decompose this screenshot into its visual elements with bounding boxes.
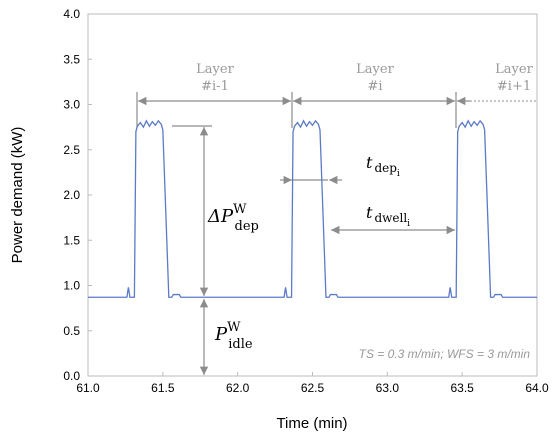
y-axis-label: Power demand (kW)	[9, 127, 26, 264]
y-tick-label: 3.0	[63, 98, 80, 112]
x-tick-label: 61.5	[151, 381, 175, 395]
symbol: t	[366, 153, 373, 172]
layer-label: #i	[367, 79, 382, 94]
symbol: P	[214, 324, 228, 345]
subsubscript: i	[407, 219, 410, 229]
subsubscript: i	[397, 169, 400, 179]
t-dep-label: t depi	[366, 153, 400, 179]
layer-label: Layer	[495, 62, 533, 77]
x-tick-label: 62.0	[226, 381, 250, 395]
x-tick-label: 61.0	[76, 381, 100, 395]
y-tick-label: 0.5	[63, 324, 80, 338]
subscript: dep	[235, 219, 259, 234]
p-idle-label: PW idle	[214, 320, 253, 352]
x-axis-label: Time (min)	[276, 415, 347, 432]
note: TS = 0.3 m/min; WFS = 3 m/min	[359, 347, 531, 361]
symbol: ΔP	[207, 206, 234, 227]
layer-label: #i+1	[497, 79, 531, 94]
layer-label: #i-1	[201, 79, 229, 94]
annotations	[136, 92, 537, 375]
t-dwell-label: t dwelli	[366, 203, 410, 229]
subscript: dwell	[374, 211, 407, 225]
y-tick-label: 1.0	[63, 279, 80, 293]
power-line	[88, 119, 537, 298]
superscript: W	[233, 202, 247, 217]
y-tick-label: 0.0	[63, 369, 80, 383]
y-tick-label: 1.5	[63, 233, 80, 247]
x-tick-label: 64.0	[525, 381, 549, 395]
y-tick-label: 4.0	[63, 7, 80, 21]
x-tick-label: 62.5	[301, 381, 325, 395]
layer-label: Layer	[356, 62, 394, 77]
x-tick-label: 63.0	[376, 381, 400, 395]
y-tick-label: 2.0	[63, 188, 80, 202]
plot-frame	[87, 13, 538, 377]
superscript: W	[227, 320, 241, 335]
subscript: idle	[228, 337, 253, 352]
symbol: t	[366, 203, 373, 222]
x-tick-label: 63.5	[450, 381, 474, 395]
y-tick-label: 3.5	[63, 52, 80, 66]
subscript: dep	[374, 161, 397, 175]
layer-labels: Layer #i-1 Layer #i Layer #i+1	[196, 62, 533, 94]
layer-label: Layer	[196, 62, 234, 77]
delta-p-label: ΔPW dep	[207, 202, 259, 234]
y-tick-label: 2.5	[63, 143, 80, 157]
